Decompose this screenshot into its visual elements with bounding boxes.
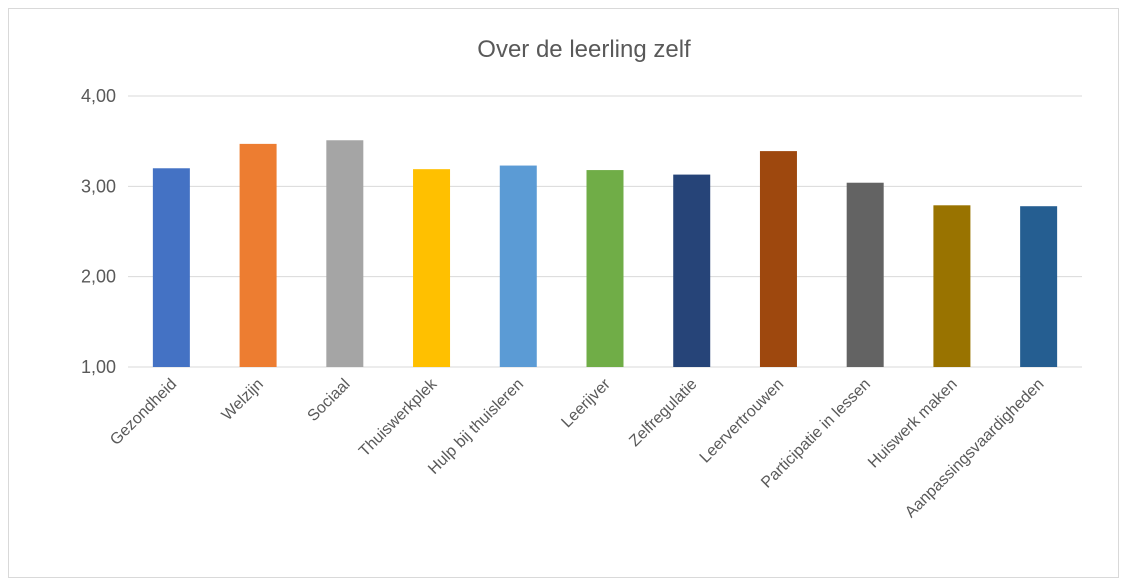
bar-participatie-in-lessen	[846, 182, 884, 367]
x-category-label: Aanpassingsvaardigheden	[902, 376, 1047, 521]
x-category-label: Thuiswerkplek	[356, 375, 441, 460]
x-category-label: Hulp bij thuisleren	[425, 376, 527, 478]
x-category-label: Leerijver	[558, 375, 614, 431]
bar-leerijver	[586, 170, 624, 367]
x-axis-category-labels: Gezondheid Welzijn Sociaal ThuiswerkplekHul…	[107, 375, 1047, 521]
bar-gezondheid	[152, 168, 190, 367]
y-tick-label: 1,00	[81, 357, 116, 377]
bar-sociaal	[326, 140, 364, 367]
y-axis-tick-labels: 1,00 2,00 3,00 4,00	[81, 86, 116, 377]
bar-welzijn	[239, 143, 277, 367]
bars	[152, 140, 1058, 367]
x-category-label: Leervertrouwen	[697, 376, 788, 467]
chart-title: Over de leerling zelf	[477, 36, 691, 63]
bar-hulp-bij-thuisleren	[499, 165, 537, 367]
y-tick-label: 2,00	[81, 267, 116, 287]
bar-huiswerk-maken	[933, 205, 971, 367]
x-category-label: Zelfregulatie	[626, 376, 700, 450]
x-category-label: Sociaal	[305, 376, 354, 425]
x-category-label: Welzijn	[219, 376, 267, 424]
y-tick-label: 4,00	[81, 86, 116, 106]
x-category-label: Huiswerk maken	[865, 376, 961, 472]
bar-leervertrouwen	[759, 151, 797, 367]
bar-zelfregulatie	[673, 174, 711, 367]
bar-thuiswerkplek	[413, 169, 451, 367]
bar-aanpassingsvaardigheden	[1020, 206, 1058, 367]
x-category-label: Gezondheid	[107, 376, 180, 449]
y-tick-label: 3,00	[81, 176, 116, 196]
